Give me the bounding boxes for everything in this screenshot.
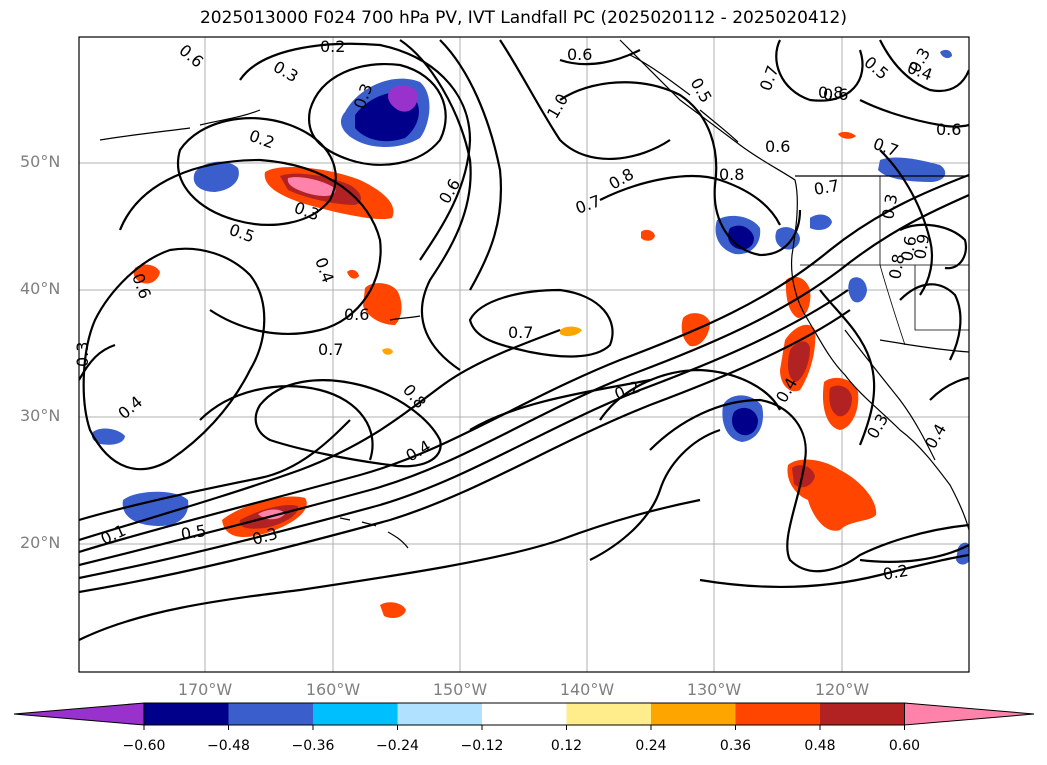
- contour-label: 0.2: [320, 37, 345, 56]
- colorbar-swatch: [482, 703, 567, 725]
- pv-blob: [347, 269, 359, 279]
- lon-label-150w: 150°W: [432, 680, 488, 699]
- hawaii: [339, 517, 409, 549]
- us-mexico-border: [879, 339, 969, 353]
- colorbar-swatch: [735, 703, 820, 725]
- colorbar-swatch: [228, 703, 313, 725]
- lat-label-30n: 30°N: [20, 406, 61, 425]
- contour-label: 0.7: [812, 176, 840, 199]
- figure-title: 2025013000 F024 700 hPa PV, IVT Landfall…: [199, 8, 847, 28]
- colorbar-tick-label: 0.48: [804, 738, 836, 754]
- colorbar-tick-label: −0.12: [460, 738, 504, 754]
- colorbar-tick-label: −0.60: [122, 738, 166, 754]
- colorbar-tick-label: −0.24: [376, 738, 419, 754]
- colorbar-swatch: [397, 703, 482, 725]
- colorbar-extend-high: [904, 702, 1035, 726]
- pv-shading: [91, 49, 969, 618]
- colorbar-swatch: [313, 703, 398, 725]
- colorbar-swatch: [144, 703, 229, 725]
- colorbar-tick-label: −0.36: [291, 738, 335, 754]
- pv-blob: [810, 214, 832, 230]
- colorbar: [13, 702, 1035, 730]
- pv-blob: [363, 283, 402, 325]
- colorbar-tick-label: 0.36: [719, 738, 752, 754]
- contour-label: 0.6: [823, 85, 848, 104]
- lat-label-20n: 20°N: [20, 533, 61, 552]
- colorbar-swatch: [820, 703, 905, 725]
- pv-blob: [382, 348, 393, 355]
- pv-blob: [388, 85, 418, 112]
- contour-label: 0.2: [881, 561, 909, 584]
- pv-blob: [122, 491, 189, 526]
- pv-blob: [91, 428, 125, 445]
- colorbar-tick-label: 0.24: [635, 738, 667, 754]
- colorbar-swatch: [651, 703, 736, 725]
- pv-blob: [258, 509, 285, 520]
- colorbar-tick-label: 0.60: [888, 738, 921, 754]
- colorbar-swatch: [566, 703, 651, 725]
- pv-blob: [956, 542, 969, 565]
- colorbar-tick-label: −0.48: [207, 738, 250, 754]
- alaska-islands: [99, 54, 739, 143]
- contour-label: 0.7: [318, 340, 343, 359]
- lon-label-130w: 130°W: [686, 680, 742, 699]
- baja-coast: [844, 329, 936, 461]
- islands-40n: [389, 315, 421, 321]
- lon-label-140w: 140°W: [559, 680, 615, 699]
- contour-label: 0.8: [719, 165, 744, 184]
- contour-label: 0.6: [897, 234, 920, 262]
- pv-blob: [848, 277, 867, 303]
- contour-label: 0.3: [878, 192, 901, 220]
- contour-label: 0.3: [73, 342, 92, 367]
- lat-label-50n: 50°N: [20, 152, 61, 171]
- pv-blob: [380, 602, 406, 618]
- north-america-coast: [619, 39, 969, 531]
- contour-label: 0.6: [765, 137, 790, 156]
- lat-label-40n: 40°N: [20, 279, 61, 298]
- state-borders: [800, 176, 969, 346]
- pv-blob: [838, 131, 856, 139]
- pv-blob: [560, 326, 582, 337]
- colorbar-extend-low: [13, 702, 145, 726]
- coastlines: [99, 39, 969, 549]
- lon-label-120w: 120°W: [814, 680, 870, 699]
- lon-label-160w: 160°W: [305, 680, 361, 699]
- contour-label: 0.6: [567, 45, 592, 64]
- contour-label: 0.7: [508, 323, 533, 342]
- pv-blob: [641, 229, 655, 241]
- pv-blob: [829, 385, 852, 417]
- contour-label: 0.6: [344, 305, 369, 324]
- pv-blob: [133, 264, 160, 284]
- pv-blob: [792, 465, 815, 488]
- pv-blob: [940, 49, 952, 59]
- colorbar-tick-label: 0.12: [550, 738, 583, 754]
- pv-blob: [287, 177, 336, 196]
- pv-blob: [732, 407, 758, 436]
- pv-blob: [193, 161, 239, 192]
- pv-blob: [788, 341, 810, 382]
- contour-label: 0.8: [818, 83, 843, 102]
- contour-label: 0.9: [910, 232, 933, 260]
- contour-label: 0.8: [885, 252, 908, 280]
- lon-label-170w: 170°W: [177, 680, 233, 699]
- contour-label: 0.5: [179, 521, 207, 544]
- contour-label: 0.6: [936, 120, 961, 139]
